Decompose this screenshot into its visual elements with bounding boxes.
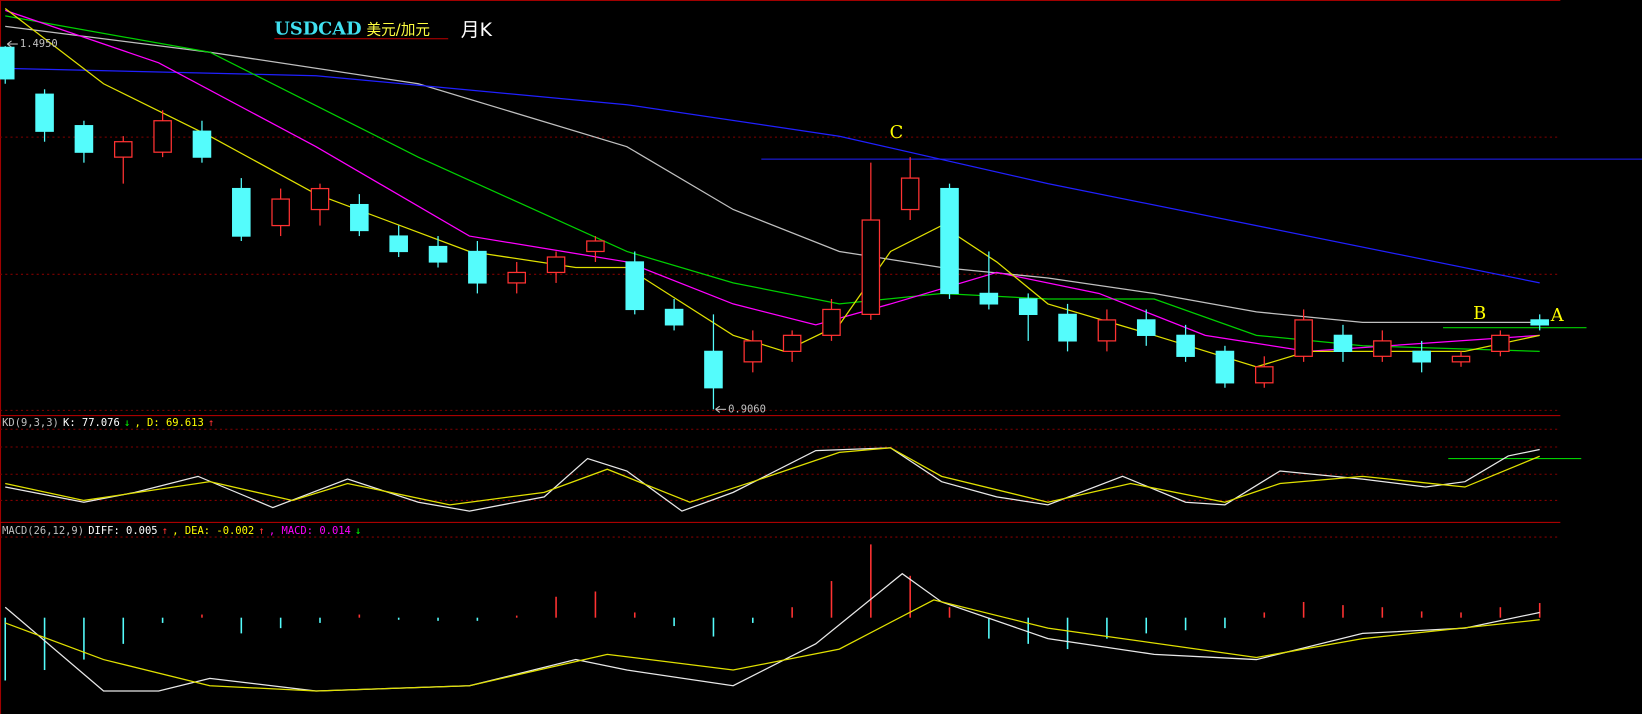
candle-body — [625, 261, 645, 311]
header-part: K: 77.076 — [63, 417, 120, 429]
candle-body — [468, 250, 487, 284]
extreme-label: 1.4950 — [20, 38, 58, 50]
header-part: KD(9,3,3) — [2, 417, 59, 429]
line-series — [5, 447, 1540, 512]
candle-body — [704, 350, 723, 389]
header-part: , MACD: 0.014 — [269, 525, 351, 537]
header-part: ↓ — [124, 417, 130, 429]
annotation: A — [1550, 305, 1565, 326]
candle-body — [1412, 350, 1431, 363]
period-label: 月K — [461, 20, 493, 41]
candle-body — [1491, 334, 1510, 353]
line-series — [5, 9, 1540, 352]
candle-body — [507, 271, 527, 284]
line-series — [4, 7, 1540, 368]
chart-title: USDCAD — [274, 18, 361, 39]
candle-body — [310, 187, 330, 211]
line-series — [5, 447, 1540, 506]
candle-body — [389, 235, 408, 253]
line-series — [5, 15, 1540, 352]
candle-body — [1373, 340, 1392, 357]
candle-body — [822, 308, 841, 336]
candle-body — [1058, 313, 1077, 342]
header-part: , D: 69.613 — [134, 417, 203, 429]
candle-body — [74, 125, 94, 153]
candle-body — [192, 130, 212, 158]
header-part: MACD(26,12,9) — [2, 525, 84, 537]
candle-body — [0, 46, 15, 80]
candle-body — [271, 198, 290, 227]
header-part: ↑ — [258, 525, 264, 537]
annotation: C — [890, 122, 904, 143]
candle-body — [586, 240, 605, 253]
header-part: ↑ — [162, 525, 168, 537]
extreme-label: 0.9060 — [728, 403, 766, 415]
header-part: DIFF: 0.005 — [88, 525, 157, 537]
candle-body — [979, 292, 999, 305]
candle-body — [782, 334, 802, 353]
line-series — [5, 599, 1540, 692]
candle-body — [1176, 334, 1195, 357]
candle-body — [1451, 355, 1471, 363]
candle-body — [664, 308, 684, 326]
candle-body — [113, 141, 133, 158]
candle-body — [1294, 319, 1313, 357]
candle-body — [428, 245, 448, 263]
candle-body — [1255, 366, 1274, 384]
candle-body — [35, 93, 54, 132]
candle-body — [546, 256, 566, 274]
panel-header: MACD(26,12,9) DIFF: 0.005 ↑ , DEA: -0.002 ↑,… — [2, 525, 361, 537]
header-part: ↓ — [355, 525, 361, 537]
line-series — [5, 25, 1540, 323]
candle-body — [153, 120, 172, 153]
chart-subtitle: 美元/加元 — [367, 21, 431, 38]
candle-body — [1333, 334, 1353, 353]
line-series — [4, 572, 1540, 692]
extreme-arrowhead — [715, 405, 721, 413]
candle-body — [1136, 319, 1156, 336]
candle-body — [232, 187, 251, 237]
candle-body — [743, 340, 763, 363]
candle-body — [1530, 319, 1549, 326]
candle-body — [350, 203, 369, 232]
extreme-arrowhead — [7, 40, 12, 48]
header-part: ↑ — [208, 417, 214, 429]
panel-header: KD(9,3,3) K: 77.076 ↓ , D: 69.613 ↑ — [2, 417, 214, 429]
header-part: , DEA: -0.002 — [172, 525, 254, 537]
candle-body — [1097, 319, 1117, 342]
candle-body — [861, 219, 881, 316]
candle-body — [900, 177, 920, 211]
candle-body — [940, 187, 959, 295]
annotation: B — [1473, 303, 1486, 324]
candle-body — [1215, 350, 1235, 384]
candle-body — [1018, 298, 1038, 316]
line-series — [5, 67, 1540, 284]
